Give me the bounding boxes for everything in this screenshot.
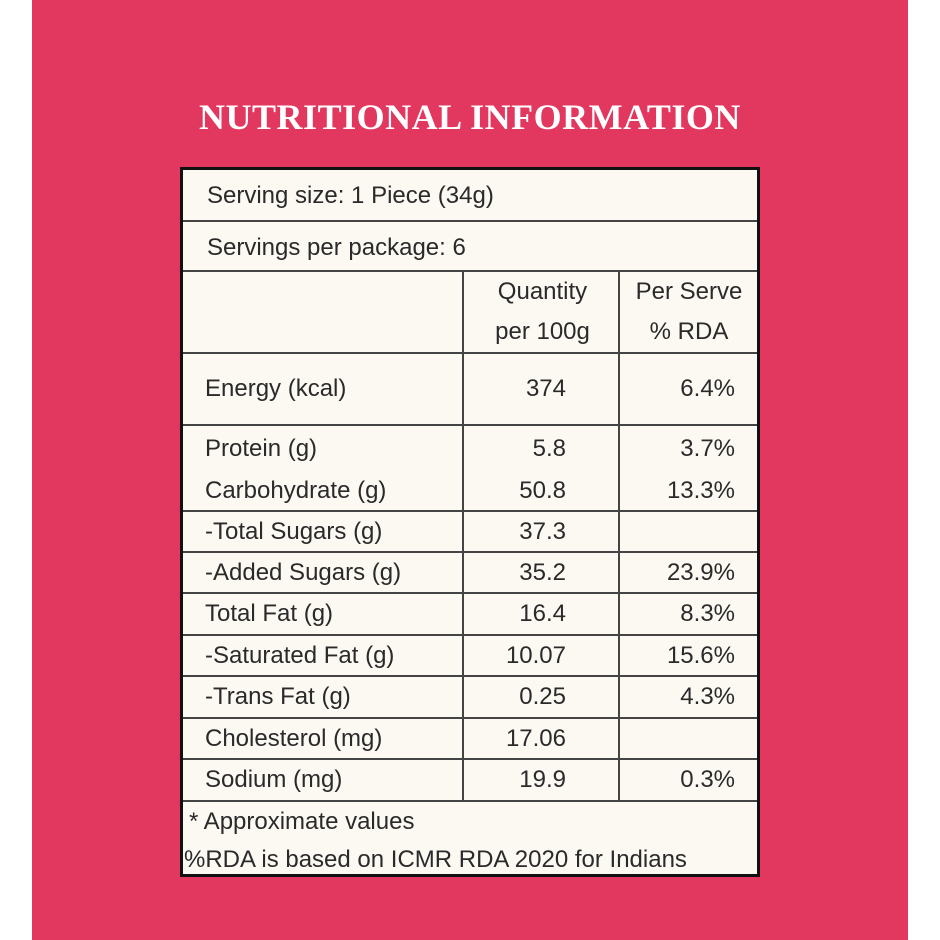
nutrient-name: -Added Sugars (g) bbox=[205, 558, 402, 586]
nutrient-quantity: 10.07 bbox=[505, 641, 566, 669]
nutrient-quantity: 374 bbox=[525, 375, 566, 402]
nutrition-table: Serving size: 1 Piece (34g) Servings per… bbox=[180, 167, 760, 877]
nutrient-name: Protein (g) bbox=[205, 434, 318, 462]
nutrient-name: Sodium (mg) bbox=[205, 766, 343, 793]
table-row: -Saturated Fat (g) 10.07 15.6% bbox=[183, 636, 757, 677]
nutrient-name: -Total Sugars (g) bbox=[205, 517, 383, 545]
nutrient-rda: 4.3% bbox=[680, 683, 735, 710]
table-row: -Total Sugars (g) 37.3 bbox=[183, 512, 757, 553]
servings-per-package-row: Servings per package: 6 bbox=[183, 222, 757, 272]
rda-header-line2: % RDA bbox=[649, 318, 729, 345]
rda-header: Per Serve % RDA bbox=[621, 272, 757, 352]
quantity-header-line2: per 100g bbox=[495, 318, 590, 345]
nutrient-rda bbox=[618, 719, 735, 758]
table-row: -Added Sugars (g) 35.2 23.9% bbox=[183, 553, 757, 594]
column-divider bbox=[462, 272, 464, 802]
table-row: Energy (kcal) 374 6.4% bbox=[183, 354, 757, 426]
nutrient-name: -Saturated Fat (g) bbox=[205, 641, 395, 669]
quantity-header-line1: Quantity bbox=[497, 278, 588, 305]
nutrient-quantity: 37.3 bbox=[519, 517, 566, 545]
quantity-header: Quantity per 100g bbox=[465, 272, 620, 352]
nutrient-rda: 15.6% bbox=[666, 641, 735, 669]
nutrient-quantity: 17.06 bbox=[505, 724, 566, 752]
serving-size-text: Serving size: 1 Piece (34g) bbox=[207, 182, 494, 209]
nutrient-quantity: 19.9 bbox=[519, 766, 566, 793]
serving-size-row: Serving size: 1 Piece (34g) bbox=[183, 170, 757, 222]
column-divider bbox=[618, 272, 620, 802]
page-title: NUTRITIONAL INFORMATION bbox=[199, 97, 741, 137]
footnote-approximate: * Approximate values bbox=[189, 808, 415, 835]
table-row: Total Fat (g) 16.4 8.3% bbox=[183, 594, 757, 636]
nutrient-name: Energy (kcal) bbox=[205, 375, 347, 402]
nutrient-rda: 13.3% bbox=[666, 476, 735, 504]
nutrient-rda: 6.4% bbox=[680, 375, 735, 402]
table-row: Sodium (mg) 19.9 0.3% bbox=[183, 760, 757, 802]
nutrient-rda: 23.9% bbox=[666, 558, 735, 586]
table-row: Protein (g) 5.8 3.7% bbox=[183, 426, 757, 471]
nutrient-rda: 3.7% bbox=[680, 434, 735, 462]
nutrient-name: Cholesterol (mg) bbox=[205, 724, 383, 752]
nutrient-name: Total Fat (g) bbox=[205, 600, 334, 627]
table-row: -Trans Fat (g) 0.25 4.3% bbox=[183, 677, 757, 719]
nutrient-quantity: 0.25 bbox=[519, 683, 566, 710]
table-row: Cholesterol (mg) 17.06 bbox=[183, 719, 757, 760]
table-row: Carbohydrate (g) 50.8 13.3% bbox=[183, 471, 757, 512]
nutrient-name: -Trans Fat (g) bbox=[205, 683, 351, 710]
table-header-row: Quantity per 100g Per Serve % RDA bbox=[183, 272, 757, 354]
nutrient-rda bbox=[618, 512, 735, 551]
nutrient-name: Carbohydrate (g) bbox=[205, 476, 387, 504]
nutrient-quantity: 16.4 bbox=[519, 600, 566, 627]
nutrient-rda: 0.3% bbox=[680, 766, 735, 793]
nutrient-quantity: 50.8 bbox=[519, 476, 566, 504]
servings-per-package-text: Servings per package: 6 bbox=[207, 234, 466, 261]
rda-header-line1: Per Serve bbox=[635, 278, 743, 305]
footnote-rda-basis: %RDA is based on ICMR RDA 2020 for India… bbox=[184, 846, 687, 873]
nutrient-quantity: 5.8 bbox=[532, 434, 566, 462]
nutrient-rda: 8.3% bbox=[680, 600, 735, 627]
nutrient-quantity: 35.2 bbox=[519, 558, 566, 586]
